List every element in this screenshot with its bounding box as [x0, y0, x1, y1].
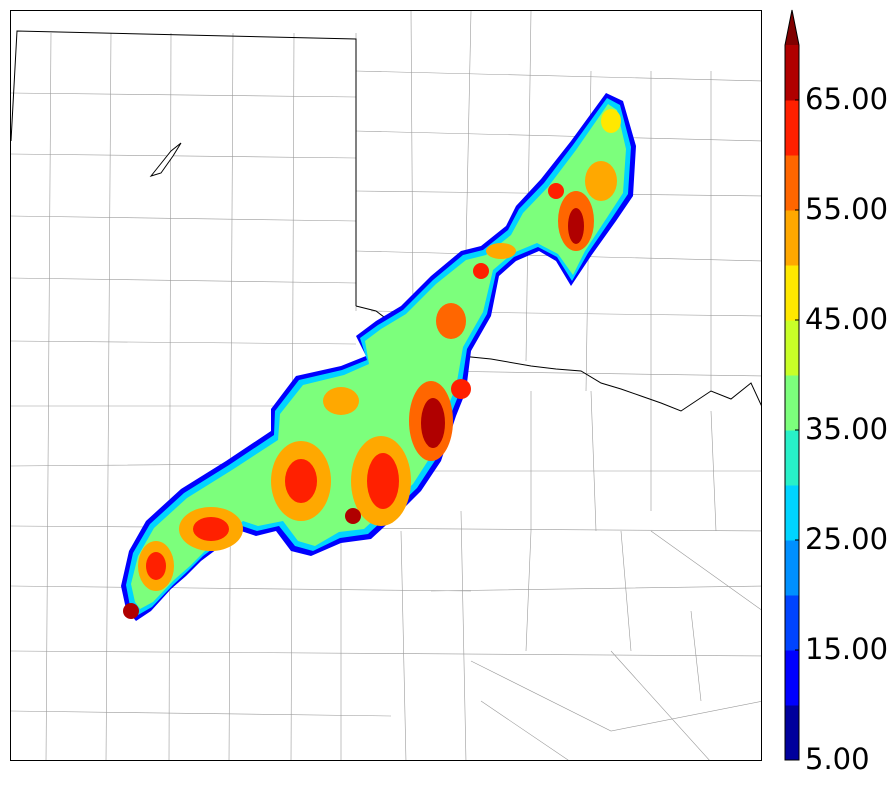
colorbar-swatch	[785, 210, 799, 266]
storm-envelope-outer	[121, 93, 636, 621]
colorbar-swatch	[785, 485, 799, 541]
colorbar-label-25: 25.00	[805, 522, 889, 556]
colorbar-swatch	[785, 375, 799, 431]
colorbar-swatch	[785, 650, 799, 706]
colorbar-label-5: 5.00	[805, 742, 870, 776]
colorbar-swatch	[785, 705, 799, 761]
colorbar-scale	[784, 9, 800, 761]
colorbar-swatch	[785, 320, 799, 376]
colorbar-label-35: 35.00	[805, 412, 889, 446]
colorbar-swatch	[785, 100, 799, 156]
colorbar-swatch	[785, 430, 799, 486]
colorbar-extend-arrow	[785, 10, 799, 45]
colorbar-label-45: 45.00	[805, 302, 889, 336]
colorbar-label-55: 55.00	[805, 192, 889, 226]
storm-cells-core	[123, 109, 621, 619]
colorbar-swatch	[785, 595, 799, 651]
map-canvas	[11, 11, 761, 760]
colorbar-label-65: 65.00	[805, 82, 889, 116]
reflectivity-field	[121, 93, 636, 621]
colorbar-swatch	[785, 45, 799, 101]
colorbar-swatch	[785, 540, 799, 596]
colorbar: 65.00 55.00 45.00 35.00 25.00 15.00 5.00	[782, 8, 894, 774]
colorbar-swatch	[785, 155, 799, 211]
colorbar-label-15: 15.00	[805, 632, 889, 666]
colorbar-swatch	[785, 265, 799, 321]
map-panel	[10, 10, 762, 761]
